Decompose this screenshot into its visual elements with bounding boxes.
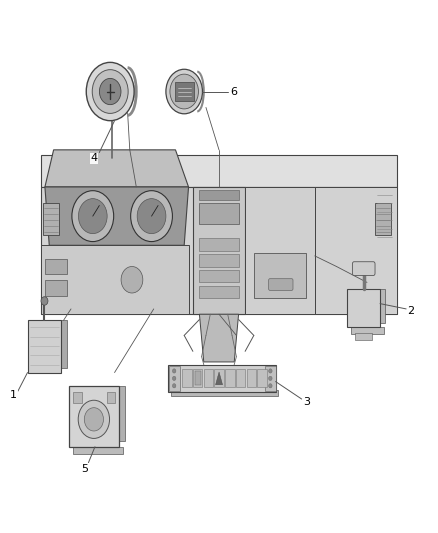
Circle shape	[173, 384, 176, 388]
Text: 1: 1	[10, 390, 17, 400]
Wedge shape	[127, 81, 136, 102]
Circle shape	[84, 408, 103, 431]
Text: 5: 5	[81, 464, 88, 473]
Circle shape	[86, 62, 134, 120]
Circle shape	[173, 376, 176, 381]
Bar	[199, 270, 239, 282]
Circle shape	[166, 69, 202, 114]
Bar	[69, 386, 119, 447]
FancyBboxPatch shape	[353, 262, 375, 276]
Circle shape	[268, 384, 272, 388]
Circle shape	[92, 70, 128, 114]
FancyBboxPatch shape	[268, 279, 293, 290]
Bar	[199, 190, 239, 200]
Polygon shape	[245, 187, 315, 314]
Polygon shape	[41, 187, 397, 314]
Bar	[194, 371, 201, 385]
Bar	[193, 369, 202, 387]
Circle shape	[121, 266, 143, 293]
Bar	[45, 259, 67, 274]
Polygon shape	[315, 187, 397, 314]
Bar	[119, 386, 125, 441]
Text: 3: 3	[304, 397, 311, 407]
Polygon shape	[45, 150, 188, 187]
Bar	[347, 289, 380, 327]
Bar	[247, 369, 256, 387]
Circle shape	[137, 199, 166, 233]
Bar	[265, 366, 276, 391]
Bar	[199, 238, 239, 251]
Bar	[73, 447, 123, 454]
Bar	[182, 369, 191, 387]
Polygon shape	[193, 187, 245, 314]
Bar	[380, 289, 385, 323]
Bar	[204, 369, 213, 387]
Bar	[199, 254, 239, 266]
FancyBboxPatch shape	[199, 203, 239, 224]
Bar	[199, 286, 239, 298]
Bar	[43, 203, 59, 235]
Circle shape	[78, 199, 107, 233]
Bar	[375, 203, 391, 235]
Bar	[169, 366, 180, 391]
Bar	[107, 392, 116, 403]
Bar	[171, 390, 278, 397]
Bar	[257, 369, 267, 387]
Circle shape	[99, 78, 121, 104]
Circle shape	[268, 369, 272, 373]
Bar	[28, 319, 61, 373]
Bar	[254, 253, 306, 298]
Bar	[214, 369, 224, 387]
Text: 6: 6	[231, 86, 238, 96]
Circle shape	[268, 376, 272, 381]
Circle shape	[72, 191, 114, 241]
Bar	[236, 369, 245, 387]
Polygon shape	[199, 314, 239, 362]
Bar	[225, 369, 235, 387]
Polygon shape	[41, 155, 397, 187]
Circle shape	[170, 74, 198, 109]
Bar	[175, 82, 194, 101]
Bar	[351, 327, 384, 334]
Circle shape	[131, 191, 173, 241]
Circle shape	[78, 400, 110, 439]
Bar	[45, 280, 67, 296]
Polygon shape	[215, 372, 223, 385]
Text: 4: 4	[90, 154, 97, 163]
Bar	[73, 392, 82, 403]
Polygon shape	[41, 245, 188, 314]
Polygon shape	[45, 187, 188, 245]
Bar	[355, 333, 372, 340]
Circle shape	[173, 369, 176, 373]
Bar	[61, 319, 67, 368]
Circle shape	[41, 297, 48, 305]
Text: 2: 2	[407, 305, 414, 316]
FancyBboxPatch shape	[168, 365, 276, 392]
